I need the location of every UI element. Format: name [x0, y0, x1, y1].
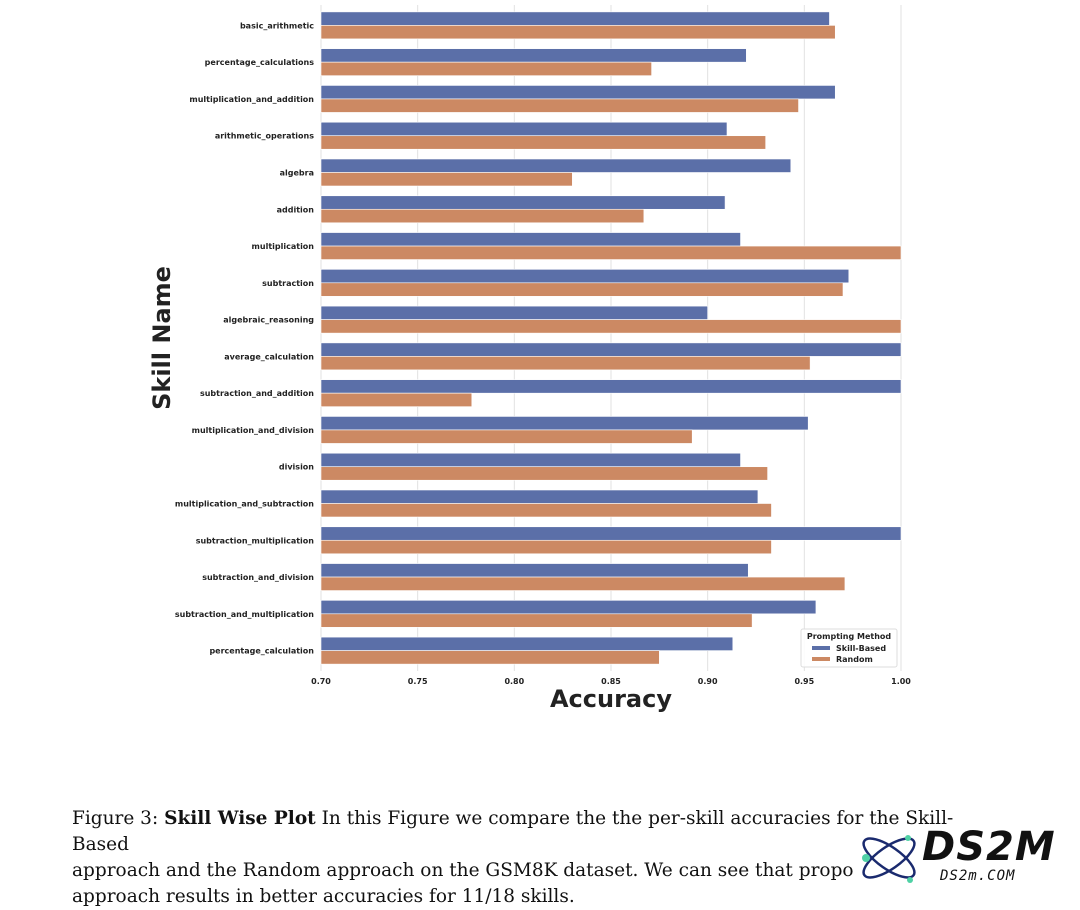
- x-tick-label: 0.85: [601, 677, 621, 686]
- bar-random-division: [320, 466, 768, 481]
- caption-bold-title: Skill Wise Plot: [164, 808, 316, 829]
- watermark-logo-text: DS2M: [922, 824, 1056, 870]
- watermark: DS2M DS2m.COM: [850, 820, 1070, 890]
- legend-swatch-skill-based: [812, 646, 830, 650]
- bar-skill-based-percentage-calculation: [320, 636, 734, 651]
- bar-random-algebra: [320, 172, 573, 187]
- bar-skill-based-basic-arithmetic: [320, 11, 830, 26]
- category-label: multiplication: [252, 242, 315, 251]
- category-label: algebra: [280, 169, 314, 178]
- x-tick-labels: 0.70 0.75 0.80 0.85 0.90 0.95 1.00: [311, 677, 911, 686]
- bar-random-basic-arithmetic: [320, 25, 836, 40]
- watermark-site: DS2m.COM: [940, 868, 1016, 884]
- caption-prefix: Figure 3:: [72, 808, 165, 829]
- bar-random-multiplication-and-division: [320, 429, 693, 444]
- bar-skill-based-division: [320, 452, 741, 468]
- bar-random-multiplication-and-subtraction: [320, 503, 772, 518]
- category-label: percentage_calculation: [209, 647, 314, 656]
- bar-skill-based-percentage-calculations: [320, 48, 747, 63]
- category-label: subtraction_and_division: [202, 573, 314, 582]
- bar-random-multiplication: [320, 245, 902, 260]
- x-tick-label: 0.95: [794, 677, 814, 686]
- bar-skill-based-subtraction: [320, 269, 850, 284]
- bar-skill-based-subtraction-and-addition: [320, 379, 902, 394]
- category-label: algebraic_reasoning: [223, 316, 314, 325]
- bar-random-subtraction-multiplication: [320, 539, 772, 555]
- y-axis-title: Skill Name: [148, 266, 176, 410]
- caption-line3: approach results in better accuracies fo…: [72, 886, 575, 907]
- bar-skill-based-addition: [320, 195, 726, 210]
- bar-random-addition: [320, 208, 645, 224]
- category-label: average_calculation: [224, 352, 314, 361]
- caption-line2: approach and the Random approach on the …: [72, 860, 854, 881]
- bar-skill-based-average-calculation: [320, 342, 902, 357]
- bar-skill-based-multiplication-and-addition: [320, 85, 836, 100]
- bar-skill-based-multiplication-and-subtraction: [320, 489, 759, 504]
- bar-random-subtraction-and-division: [320, 576, 846, 591]
- legend-swatch-random: [812, 657, 830, 661]
- x-tick-label: 1.00: [891, 677, 911, 686]
- bar-skill-based-algebraic-reasoning: [320, 305, 708, 320]
- bar-skill-based-multiplication-and-division: [320, 416, 809, 431]
- x-tick-label: 0.75: [408, 677, 428, 686]
- x-axis-title: Accuracy: [550, 685, 672, 713]
- legend-entry-skill-based: Skill-Based: [836, 644, 886, 653]
- bar-random-subtraction-and-addition: [320, 392, 473, 407]
- chart: basic_arithmetic percentage_calculationsm…: [148, 5, 911, 713]
- category-label: basic_arithmetic: [240, 21, 314, 30]
- bar-random-average-calculation: [320, 356, 811, 371]
- x-tick-label: 0.90: [698, 677, 718, 686]
- bar-random-subtraction-and-multiplication: [320, 613, 753, 628]
- bar-skill-based-subtraction-and-multiplication: [320, 600, 817, 615]
- bar-skill-based-subtraction-multiplication: [320, 526, 902, 541]
- bar-random-percentage-calculation: [320, 650, 660, 665]
- category-labels: basic_arithmetic percentage_calculationsm…: [175, 21, 314, 655]
- bar-skill-based-subtraction-and-division: [320, 563, 749, 578]
- bars: [320, 11, 902, 665]
- grid-lines: [320, 5, 902, 671]
- bar-skill-based-arithmetic-operations: [320, 121, 728, 137]
- legend-title: Prompting Method: [807, 632, 892, 641]
- category-label: subtraction_and_addition: [200, 389, 314, 398]
- category-label: multiplication_and_subtraction: [175, 500, 314, 509]
- category-label: multiplication_and_addition: [189, 95, 314, 104]
- caption-line1: In this Figure we compare the the per-sk…: [72, 808, 954, 855]
- bar-skill-based-multiplication: [320, 232, 741, 247]
- category-label: subtraction_and_multiplication: [175, 610, 314, 619]
- x-tick-label: 0.70: [311, 677, 331, 686]
- category-label: percentage_calculations: [205, 58, 315, 67]
- bar-random-subtraction: [320, 282, 844, 297]
- atom-logo-icon: [862, 835, 916, 883]
- bar-random-arithmetic-operations: [320, 135, 766, 150]
- legend-entry-random: Random: [836, 655, 873, 664]
- bar-random-multiplication-and-addition: [320, 98, 799, 113]
- bar-random-algebraic-reasoning: [320, 319, 902, 334]
- category-label: arithmetic_operations: [215, 132, 314, 141]
- category-label: subtraction_multiplication: [196, 536, 315, 545]
- x-tick-label: 0.80: [504, 677, 524, 686]
- bar-random-percentage-calculations: [320, 61, 652, 76]
- legend: Prompting Method Skill-Based Random: [800, 628, 898, 668]
- category-label: division: [279, 463, 314, 472]
- category-label: addition: [277, 205, 315, 214]
- category-label: subtraction: [262, 279, 314, 288]
- category-label: multiplication_and_division: [192, 426, 315, 435]
- bar-skill-based-algebra: [320, 158, 792, 173]
